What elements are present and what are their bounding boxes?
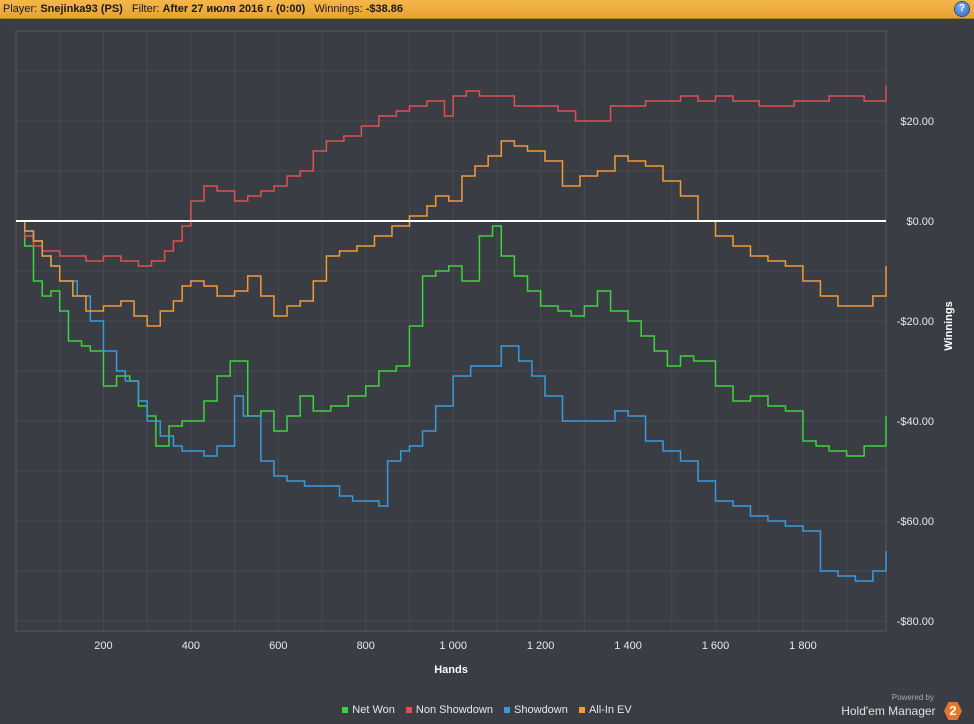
legend-label: Net Won bbox=[352, 704, 395, 716]
net-won-swatch bbox=[342, 707, 349, 713]
y-axis-title: Winnings bbox=[943, 301, 955, 350]
y-tick-label: -$80.00 bbox=[897, 616, 934, 628]
x-tick-label: 1 200 bbox=[527, 640, 555, 652]
winnings-graph: $20.00 $0.00 -$20.00 -$40.00 -$60.00 -$80.00 2… bbox=[15, 30, 955, 676]
series-line-non-showdown bbox=[16, 86, 887, 267]
series-line-showdown bbox=[16, 220, 887, 582]
showdown-swatch bbox=[504, 707, 511, 713]
x-tick-label: 1 000 bbox=[439, 640, 467, 652]
branding: Powered by Hold'em Manager 2 bbox=[841, 693, 962, 720]
chart-legend: Net Won Non Showdown Showdown All-In EV bbox=[0, 704, 974, 716]
series-lines bbox=[16, 86, 887, 582]
y-tick-label: -$40.00 bbox=[897, 416, 934, 428]
legend-label: Showdown bbox=[514, 704, 568, 716]
winnings-value: -$38.86 bbox=[365, 3, 404, 15]
filter-label: Filter: bbox=[131, 3, 160, 15]
x-tick-label: 200 bbox=[94, 640, 112, 652]
plot-border bbox=[15, 30, 887, 632]
filter-value: After 27 июля 2016 г. (0:00) bbox=[162, 3, 306, 15]
player-value: Snejinka93 (PS) bbox=[40, 3, 123, 15]
legend-label: All-In EV bbox=[588, 704, 632, 716]
x-tick-label: 1 400 bbox=[614, 640, 642, 652]
legend-item-non-showdown[interactable]: Non Showdown bbox=[405, 704, 493, 716]
grid bbox=[15, 30, 887, 632]
legend-item-net-won[interactable]: Net Won bbox=[342, 704, 395, 716]
x-tick-label: 1 600 bbox=[702, 640, 730, 652]
x-tick-label: 600 bbox=[269, 640, 287, 652]
non-showdown-swatch bbox=[405, 707, 412, 713]
hm2-logo-icon: 2 bbox=[944, 702, 962, 720]
y-tick-label: -$60.00 bbox=[897, 516, 934, 528]
legend-label: Non Showdown bbox=[415, 704, 493, 716]
x-tick-label: 400 bbox=[182, 640, 200, 652]
product-name: Hold'em Manager bbox=[841, 704, 936, 718]
series-line-net-won bbox=[16, 220, 887, 457]
legend-item-all-in-ev[interactable]: All-In EV bbox=[578, 704, 632, 716]
winnings-label: Winnings: bbox=[314, 3, 363, 15]
all-in-ev-swatch bbox=[578, 707, 585, 713]
series-line-all-in-ev bbox=[16, 140, 887, 327]
question-mark-icon[interactable]: ? bbox=[955, 2, 969, 16]
axes: $20.00 $0.00 -$20.00 -$40.00 -$60.00 -$80.00 2… bbox=[16, 116, 955, 676]
x-tick-label: 1 800 bbox=[789, 640, 817, 652]
stats-header-bar: Player: Snejinka93 (PS) Filter: After 27… bbox=[0, 0, 974, 19]
x-axis-title: Hands bbox=[434, 664, 468, 676]
y-tick-label: -$20.00 bbox=[897, 316, 934, 328]
x-tick-label: 800 bbox=[357, 640, 375, 652]
player-label: Player: bbox=[3, 3, 38, 15]
y-tick-label: $20.00 bbox=[900, 116, 934, 128]
powered-by-text: Powered by bbox=[891, 693, 934, 702]
legend-item-showdown[interactable]: Showdown bbox=[504, 704, 568, 716]
y-tick-label: $0.00 bbox=[906, 216, 934, 228]
